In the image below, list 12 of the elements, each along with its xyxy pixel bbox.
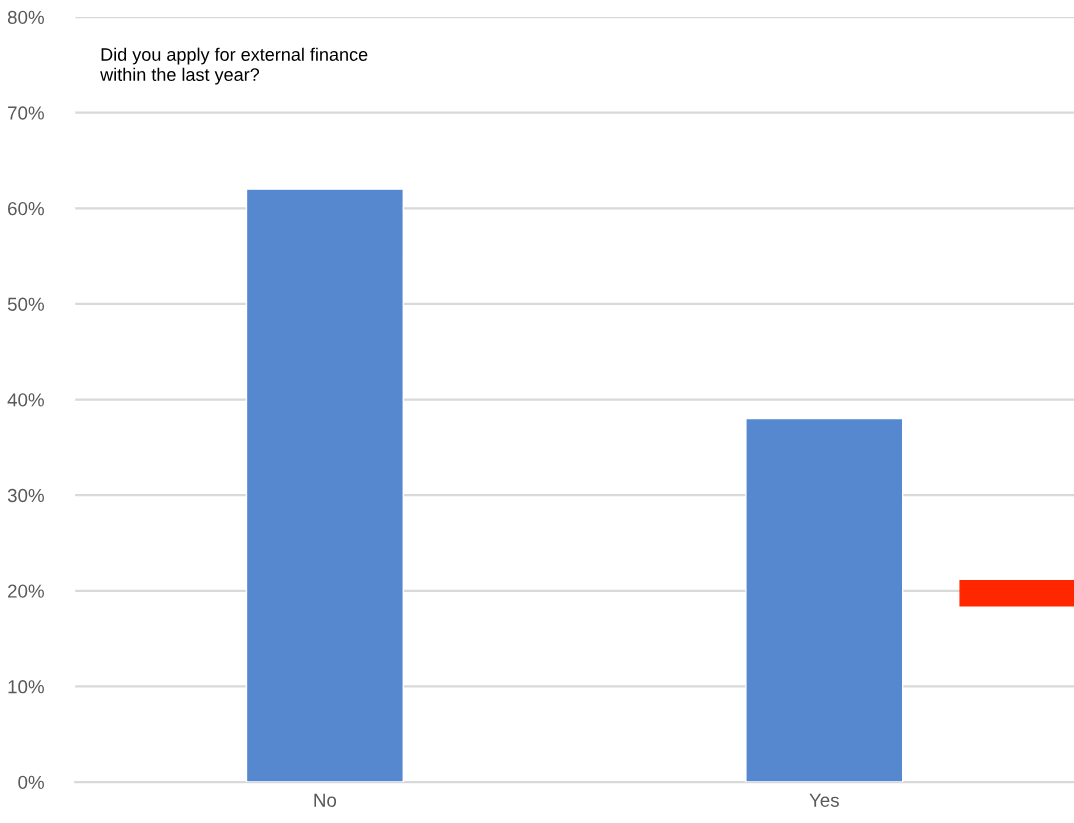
y-tick-label: 60% [8,201,44,216]
y-tick-label: 80% [7,10,44,25]
y-tick-label: 0% [18,775,44,789]
y-tick-label: 40% [7,393,44,407]
text: Did you apply for external finance within the last year? [100,47,368,85]
y-tick-label: 20% [8,584,44,598]
y-tick-label: 50% [7,297,44,311]
x-tick-label: No [314,793,337,807]
y-tick-label: 30% [7,488,44,503]
y-tick-label: 70% [8,106,44,120]
x-tick-label: Yes [809,793,839,807]
y-tick-label: 10% [8,680,44,694]
